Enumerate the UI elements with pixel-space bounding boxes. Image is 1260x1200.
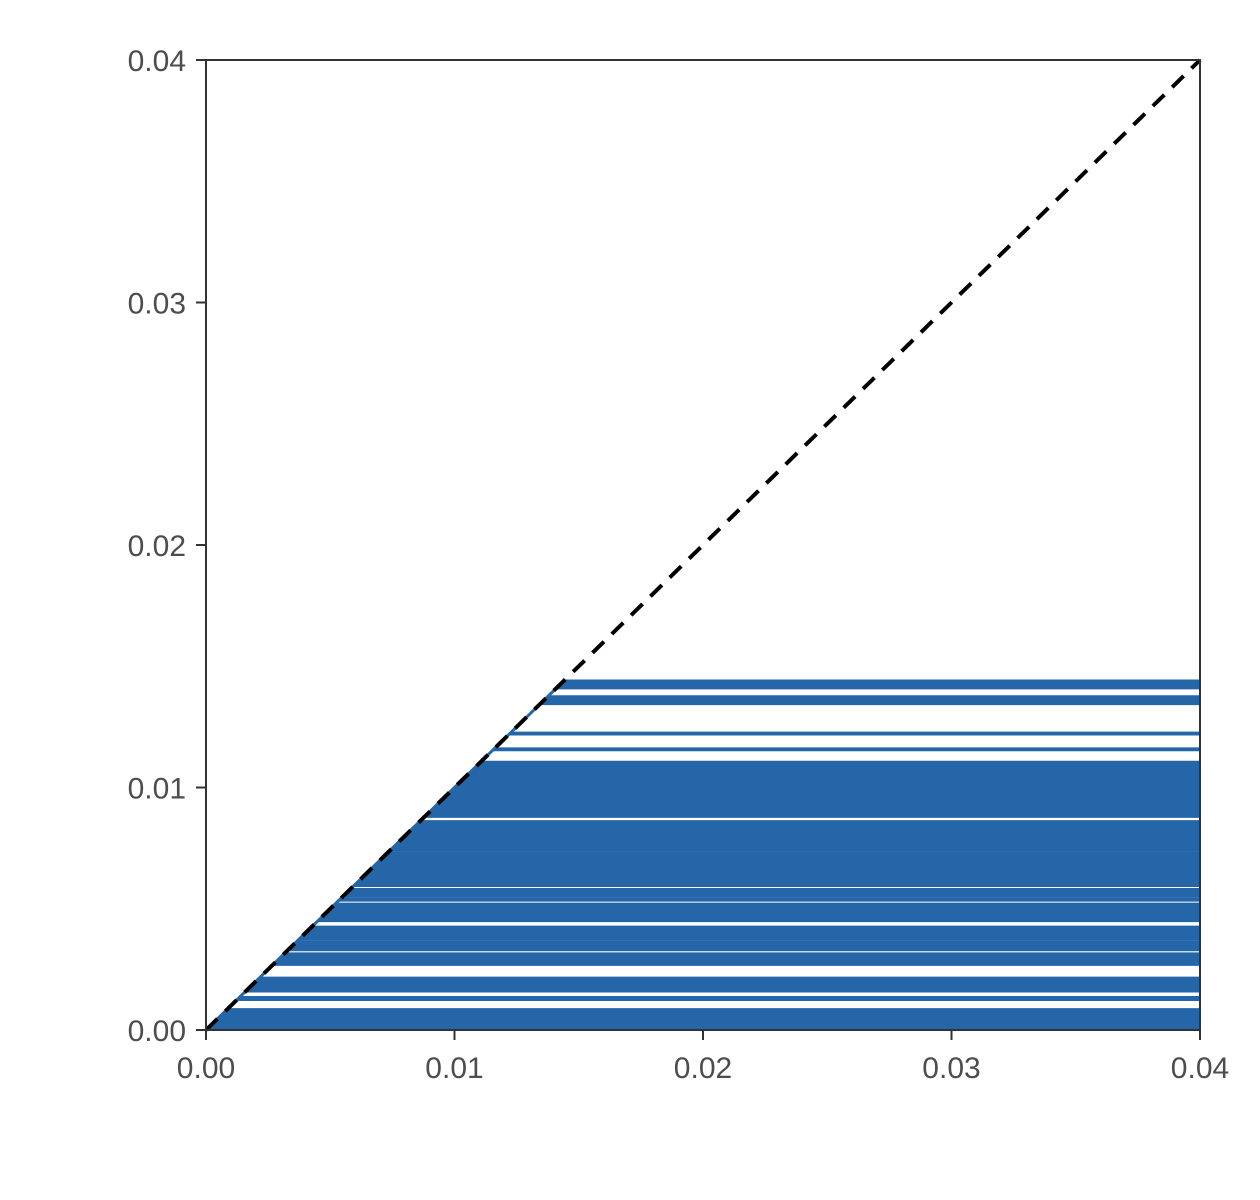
x-tick-label-4: 0.04 — [1171, 1052, 1229, 1085]
x-tick-label-2: 0.02 — [674, 1052, 732, 1085]
series-layer — [204, 679, 1200, 1032]
x-tick-label-0: 0.00 — [177, 1052, 235, 1085]
y-axis: 0.00 0.01 0.02 0.03 0.04 — [128, 45, 206, 1048]
y-tick-label-1: 0.01 — [128, 773, 186, 806]
y-tick-label-2: 0.02 — [128, 530, 186, 563]
x-axis: 0.00 0.01 0.02 0.03 0.04 — [177, 1030, 1229, 1085]
y-tick-label-0: 0.00 — [128, 1015, 186, 1048]
x-tick-label-3: 0.03 — [922, 1052, 980, 1085]
identity-reference-line — [204, 58, 1202, 1032]
y-tick-label-3: 0.03 — [128, 288, 186, 321]
x-tick-label-1: 0.01 — [425, 1052, 483, 1085]
y-tick-label-4: 0.04 — [128, 45, 186, 78]
